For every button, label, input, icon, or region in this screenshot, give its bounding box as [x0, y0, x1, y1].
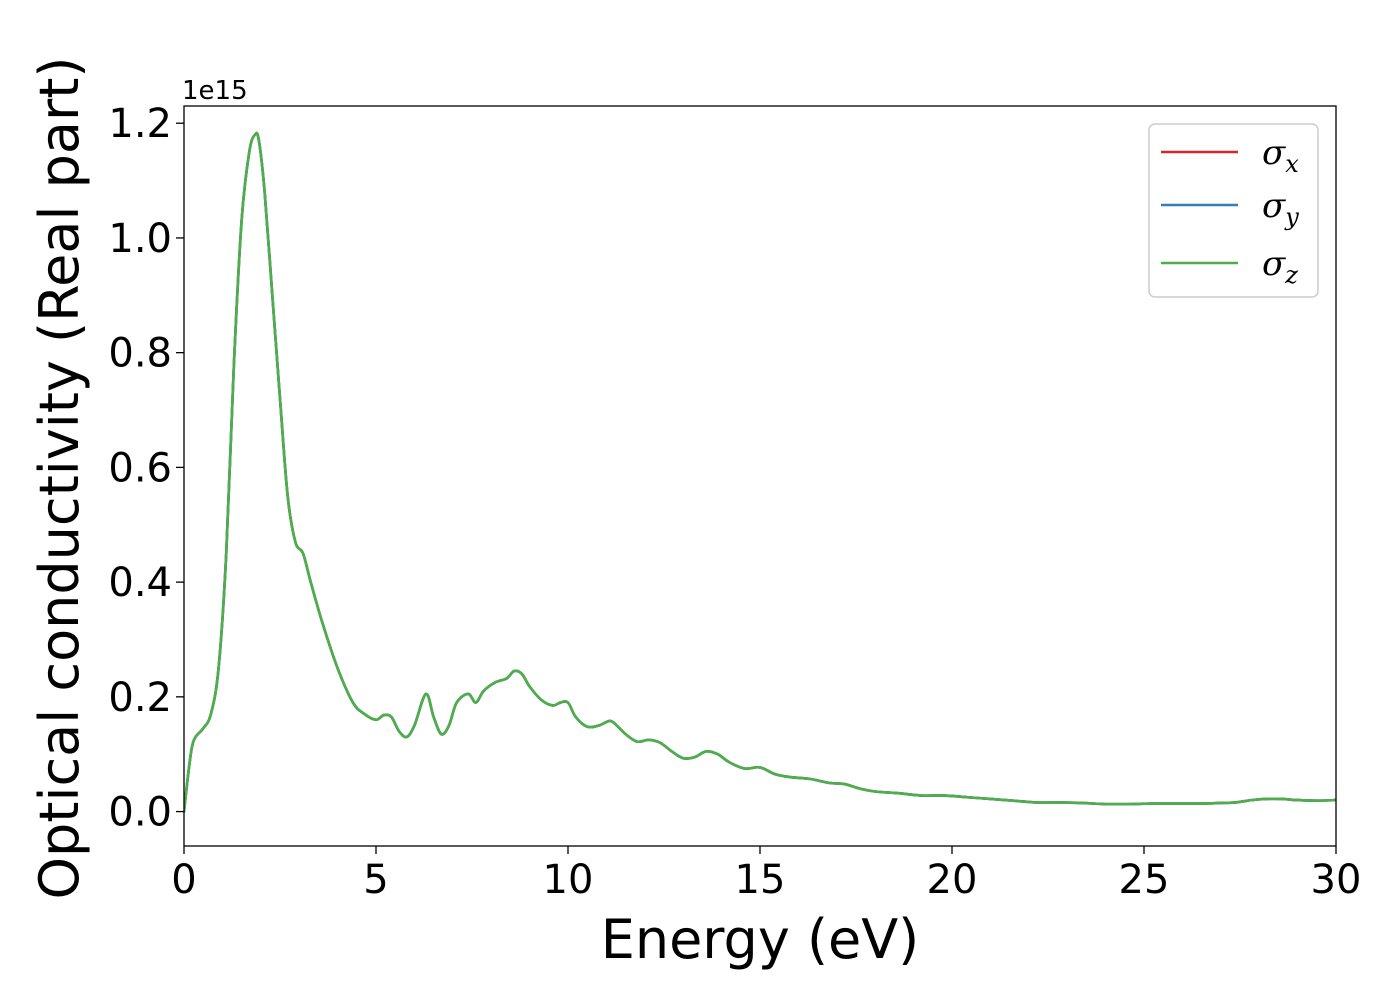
x-tick-label: 15	[735, 857, 786, 903]
x-axis-label: Energy (eV)	[601, 908, 920, 971]
y-axis-label: Optical conductivity (Real part)	[28, 57, 91, 900]
y-tick-label: 1.2	[108, 101, 172, 147]
y-tick-label: 1.0	[108, 216, 172, 262]
y-tick-label: 0.8	[108, 331, 172, 377]
x-tick-label: 30	[1311, 857, 1362, 903]
x-tick-label: 10	[543, 857, 594, 903]
y-tick-label: 0.6	[108, 445, 172, 491]
y-tick-label: 0.2	[108, 675, 172, 721]
x-tick-label: 20	[927, 857, 978, 903]
legend-entry-label: σz	[1262, 244, 1298, 289]
x-tick-label: 5	[363, 857, 388, 903]
series-layer	[184, 131, 1336, 813]
plot-area	[183, 105, 1337, 847]
y-tick-label: 0.4	[108, 560, 172, 606]
legend-entry-label: σx	[1262, 133, 1299, 178]
legend-frame	[1148, 123, 1319, 298]
legend-symbol: σ	[1262, 186, 1286, 226]
legend-symbol: σ	[1262, 244, 1286, 284]
legend-entry-label: σy	[1262, 186, 1299, 231]
x-tick-label: 0	[171, 857, 196, 903]
series-line-σz	[184, 131, 1336, 813]
x-axis-ticks: 0 5 10 15 20 25 30	[171, 846, 1361, 903]
legend-subscript: y	[1284, 203, 1299, 231]
y-axis-ticks: 0.0 0.2 0.4 0.6 0.8 1.0 1.2	[108, 101, 184, 836]
legend-symbol: σ	[1262, 133, 1286, 173]
legend-subscript: x	[1285, 150, 1299, 178]
y-axis-offset-label: 1e15	[182, 76, 248, 106]
x-tick-label: 25	[1119, 857, 1170, 903]
y-tick-label: 0.0	[108, 790, 172, 836]
legend-subscript: z	[1284, 261, 1298, 289]
